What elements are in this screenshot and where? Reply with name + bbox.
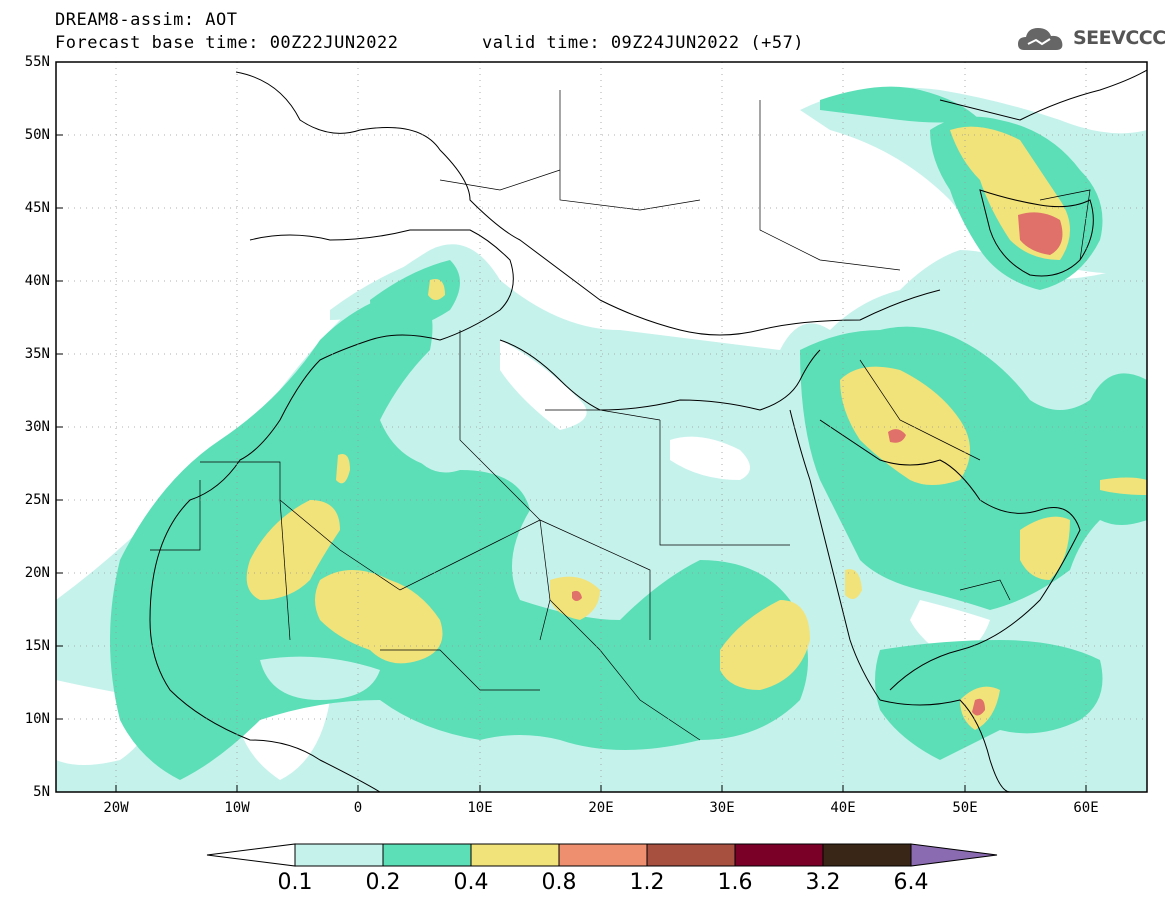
colorbar-swatch [646,843,736,867]
lat-label: 10N [24,711,50,727]
colorbar-label: 6.4 [893,870,929,895]
lon-label: 10E [467,800,493,816]
colorbar-swatch [558,843,648,867]
colorbar-label: 0.2 [365,870,401,895]
lon-label: 30E [709,800,735,816]
lon-label: 0 [353,800,363,816]
aot-0.4-mali [315,570,443,664]
aot-0.4-iraq [840,366,970,485]
colorbar-label: 3.2 [805,870,841,895]
lat-label: 25N [24,492,50,508]
valid-time: valid time: 09Z24JUN2022 (+57) [482,33,805,53]
aot-0.4-oman [1020,516,1070,580]
colorbar [206,843,998,867]
lat-label: 30N [24,419,50,435]
cloud-icon [1018,28,1063,50]
forecast-base-time: Forecast base time: 00Z22JUN2022 [55,33,399,53]
aot-0.2-north [820,86,980,123]
colorbar-swatch [470,843,560,867]
colorbar-label: 1.2 [629,870,665,895]
colorbar-under-arrow [206,843,296,867]
aot-field [56,62,1147,792]
lon-label: 40E [830,800,856,816]
lat-label: 55N [24,54,50,70]
colorbar-swatch [294,843,384,867]
lon-label: 50E [952,800,978,816]
lon-label: 10W [224,800,250,816]
colorbar-label: 1.6 [717,870,753,895]
lon-label: 60E [1073,800,1099,816]
aot-0.8-iraq [888,429,906,443]
colorbar-label: 0.4 [453,870,489,895]
colorbar-over-arrow [910,843,998,867]
coastlines [149,69,1147,792]
map-title: DREAM8-assim: AOT [55,10,238,30]
country-borders [150,90,1091,741]
colorbar-label: 0.1 [277,870,313,895]
aot-0.4-sudan [720,600,810,690]
colorbar-swatch [734,843,824,867]
colorbar-label: 0.8 [541,870,577,895]
lon-label: 20E [588,800,614,816]
aot-0.4-mauritania [246,500,340,600]
lat-label: 50N [24,127,50,143]
lat-label: 40N [24,273,50,289]
logo-text: SEEVCCC [1073,27,1165,49]
lat-label: 45N [24,200,50,216]
aot-0.8-caspian [1018,212,1063,255]
aot-0.2-spain [370,260,460,330]
lat-label: 35N [24,346,50,362]
axis-ticks [56,134,1087,792]
colorbar-swatch [822,843,912,867]
lat-label: 20N [24,565,50,581]
lat-label: 5N [33,784,50,800]
lon-label: 20W [103,800,129,816]
lat-label: 15N [24,638,50,654]
colorbar-swatch [382,843,472,867]
